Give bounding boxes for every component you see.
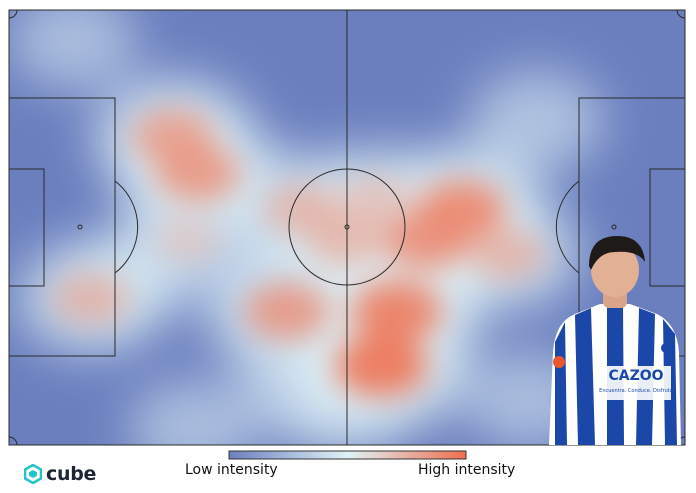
heat-core-4 xyxy=(131,108,215,165)
heatmap-core-layer xyxy=(52,108,545,397)
league-badge xyxy=(553,356,565,368)
heat-core-9 xyxy=(244,282,330,340)
colorbar xyxy=(228,450,467,460)
heat-core-6 xyxy=(307,213,384,266)
player-photo: CAZOO Encuentra. Conduce. Disfruta xyxy=(549,236,681,445)
heat-core-10 xyxy=(334,334,429,397)
brand-logo-text: cube xyxy=(46,463,97,485)
heat-halo-14 xyxy=(469,70,604,172)
club-crest xyxy=(661,343,671,353)
player-face xyxy=(591,243,639,297)
left-penalty-spot xyxy=(77,224,83,230)
corner-arc-top-right xyxy=(676,9,686,19)
sponsor-subtext: Encuentra. Conduce. Disfruta xyxy=(599,388,673,394)
heat-core-12 xyxy=(154,216,222,263)
sponsor-text: CAZOO xyxy=(608,368,663,384)
heat-core-0 xyxy=(350,280,443,342)
player-hair xyxy=(589,236,645,270)
corner-arc-top-left xyxy=(8,9,18,19)
corner-arc-bottom-left xyxy=(8,436,18,446)
cube-logo-icon xyxy=(24,464,42,484)
colorbar-high-label: High intensity xyxy=(418,462,516,478)
heat-core-8 xyxy=(468,228,545,281)
heat-halo-16 xyxy=(128,379,257,445)
heat-core-11 xyxy=(52,272,129,325)
heat-core-7 xyxy=(383,211,471,270)
pitch-lines xyxy=(8,9,686,446)
right-six-yard-box xyxy=(649,168,686,287)
right-penalty-arc xyxy=(555,180,580,274)
sponsor-panel xyxy=(601,366,671,400)
brand-logo: cube xyxy=(24,463,96,485)
right-penalty-spot xyxy=(611,224,617,230)
heat-halo-15 xyxy=(9,10,138,90)
left-six-yard-box xyxy=(8,168,45,287)
colorbar-low-label: Low intensity xyxy=(185,462,278,478)
left-penalty-arc xyxy=(114,180,139,274)
centre-circle xyxy=(288,168,406,286)
centre-spot xyxy=(344,224,350,230)
heat-core-2 xyxy=(340,175,412,225)
